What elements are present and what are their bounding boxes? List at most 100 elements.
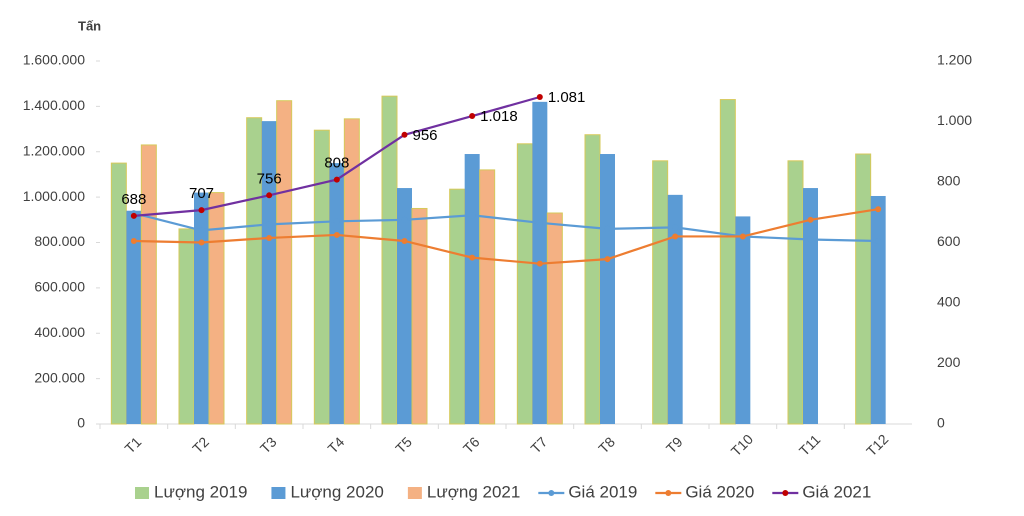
x-tick-label: T8 xyxy=(595,434,618,457)
bar xyxy=(652,160,669,425)
x-tick-label: T10 xyxy=(728,431,757,460)
legend-swatch xyxy=(135,487,149,499)
bar xyxy=(343,118,360,425)
data-label: 688 xyxy=(121,191,146,208)
y2ticks-label: 400 xyxy=(937,294,961,310)
bar xyxy=(178,228,195,425)
x-tick-label: T11 xyxy=(796,431,824,459)
marker xyxy=(130,237,137,244)
data-label: 707 xyxy=(189,185,214,202)
bar xyxy=(870,195,886,424)
marker xyxy=(536,260,543,267)
x-tick-label: T9 xyxy=(663,434,686,457)
marker xyxy=(536,93,543,100)
data-label: 956 xyxy=(413,127,438,144)
marker xyxy=(333,218,340,225)
x-tick-label: T3 xyxy=(257,434,280,457)
bar xyxy=(464,154,480,425)
yticks-label: 400.000 xyxy=(34,324,85,340)
marker xyxy=(266,221,273,228)
x-tick-label: T2 xyxy=(189,434,212,457)
bar xyxy=(719,99,736,425)
marker xyxy=(333,231,340,238)
x-tick-label: T7 xyxy=(527,434,550,457)
yticks-label: 1.200.000 xyxy=(23,142,85,158)
yticks-label: 800.000 xyxy=(34,233,85,249)
bar xyxy=(276,100,293,425)
marker xyxy=(401,216,408,223)
marker xyxy=(469,254,476,261)
marker xyxy=(604,256,611,263)
bar xyxy=(787,160,804,425)
bar xyxy=(479,169,496,425)
marker xyxy=(401,131,408,138)
data-label: 1.081 xyxy=(548,89,586,106)
y2ticks-label: 200 xyxy=(937,354,961,370)
legend-label: Lượng 2021 xyxy=(427,482,520,501)
bar xyxy=(261,121,277,424)
yticks-label: 1.600.000 xyxy=(23,52,85,68)
x-tick-label: T5 xyxy=(392,434,415,457)
bar xyxy=(546,212,563,425)
yticks-label: 1.400.000 xyxy=(23,97,85,113)
x-tick-label: T4 xyxy=(324,434,347,457)
bar xyxy=(584,134,601,425)
data-label: 1.018 xyxy=(480,108,518,125)
legend-swatch xyxy=(665,490,672,496)
legend-label: Giá 2021 xyxy=(802,482,871,501)
yticks-label: 0 xyxy=(77,415,85,431)
marker xyxy=(130,212,137,219)
bar xyxy=(411,207,428,425)
marker xyxy=(875,206,882,213)
marker xyxy=(469,113,476,120)
bar xyxy=(194,192,209,424)
bar xyxy=(208,192,225,425)
yticks-label: 200.000 xyxy=(34,369,85,385)
legend-label: Lượng 2019 xyxy=(154,482,247,501)
bar xyxy=(600,154,615,425)
marker xyxy=(266,234,273,241)
y2ticks-label: 800 xyxy=(937,173,961,189)
marker xyxy=(807,236,814,243)
legend-swatch xyxy=(548,490,555,496)
bar xyxy=(397,188,412,424)
bar xyxy=(140,144,157,425)
bar xyxy=(313,129,330,425)
bar xyxy=(126,210,142,424)
yticks-label: 600.000 xyxy=(34,279,85,295)
x-tick-label: T6 xyxy=(460,434,483,457)
x-tick-label: T1 xyxy=(121,434,144,457)
legend-swatch xyxy=(271,487,286,499)
marker xyxy=(672,224,679,231)
marker xyxy=(198,227,205,234)
data-label: 756 xyxy=(257,170,282,187)
legend-swatch xyxy=(407,487,422,499)
marker xyxy=(672,233,679,240)
marker xyxy=(469,212,476,219)
marker xyxy=(807,216,814,223)
y2ticks-label: 1.200 xyxy=(937,52,972,68)
marker xyxy=(266,192,273,199)
marker xyxy=(604,225,611,232)
bar xyxy=(449,188,466,425)
legend-label: Lượng 2020 xyxy=(290,482,383,501)
yticks-label: 1.000.000 xyxy=(23,188,85,204)
marker xyxy=(198,207,205,214)
line xyxy=(133,208,879,265)
bar xyxy=(516,143,533,425)
bar xyxy=(855,153,872,425)
marker xyxy=(875,237,882,244)
bar xyxy=(667,194,683,424)
marker xyxy=(198,239,205,246)
bar xyxy=(246,117,263,425)
marker xyxy=(401,237,408,244)
bar xyxy=(735,216,751,424)
bar xyxy=(803,188,818,424)
y2ticks-label: 0 xyxy=(937,415,945,431)
legend-swatch xyxy=(782,490,789,496)
marker xyxy=(536,219,543,226)
bar xyxy=(329,163,345,424)
marker xyxy=(739,233,746,240)
legend-label: Giá 2019 xyxy=(568,482,637,501)
